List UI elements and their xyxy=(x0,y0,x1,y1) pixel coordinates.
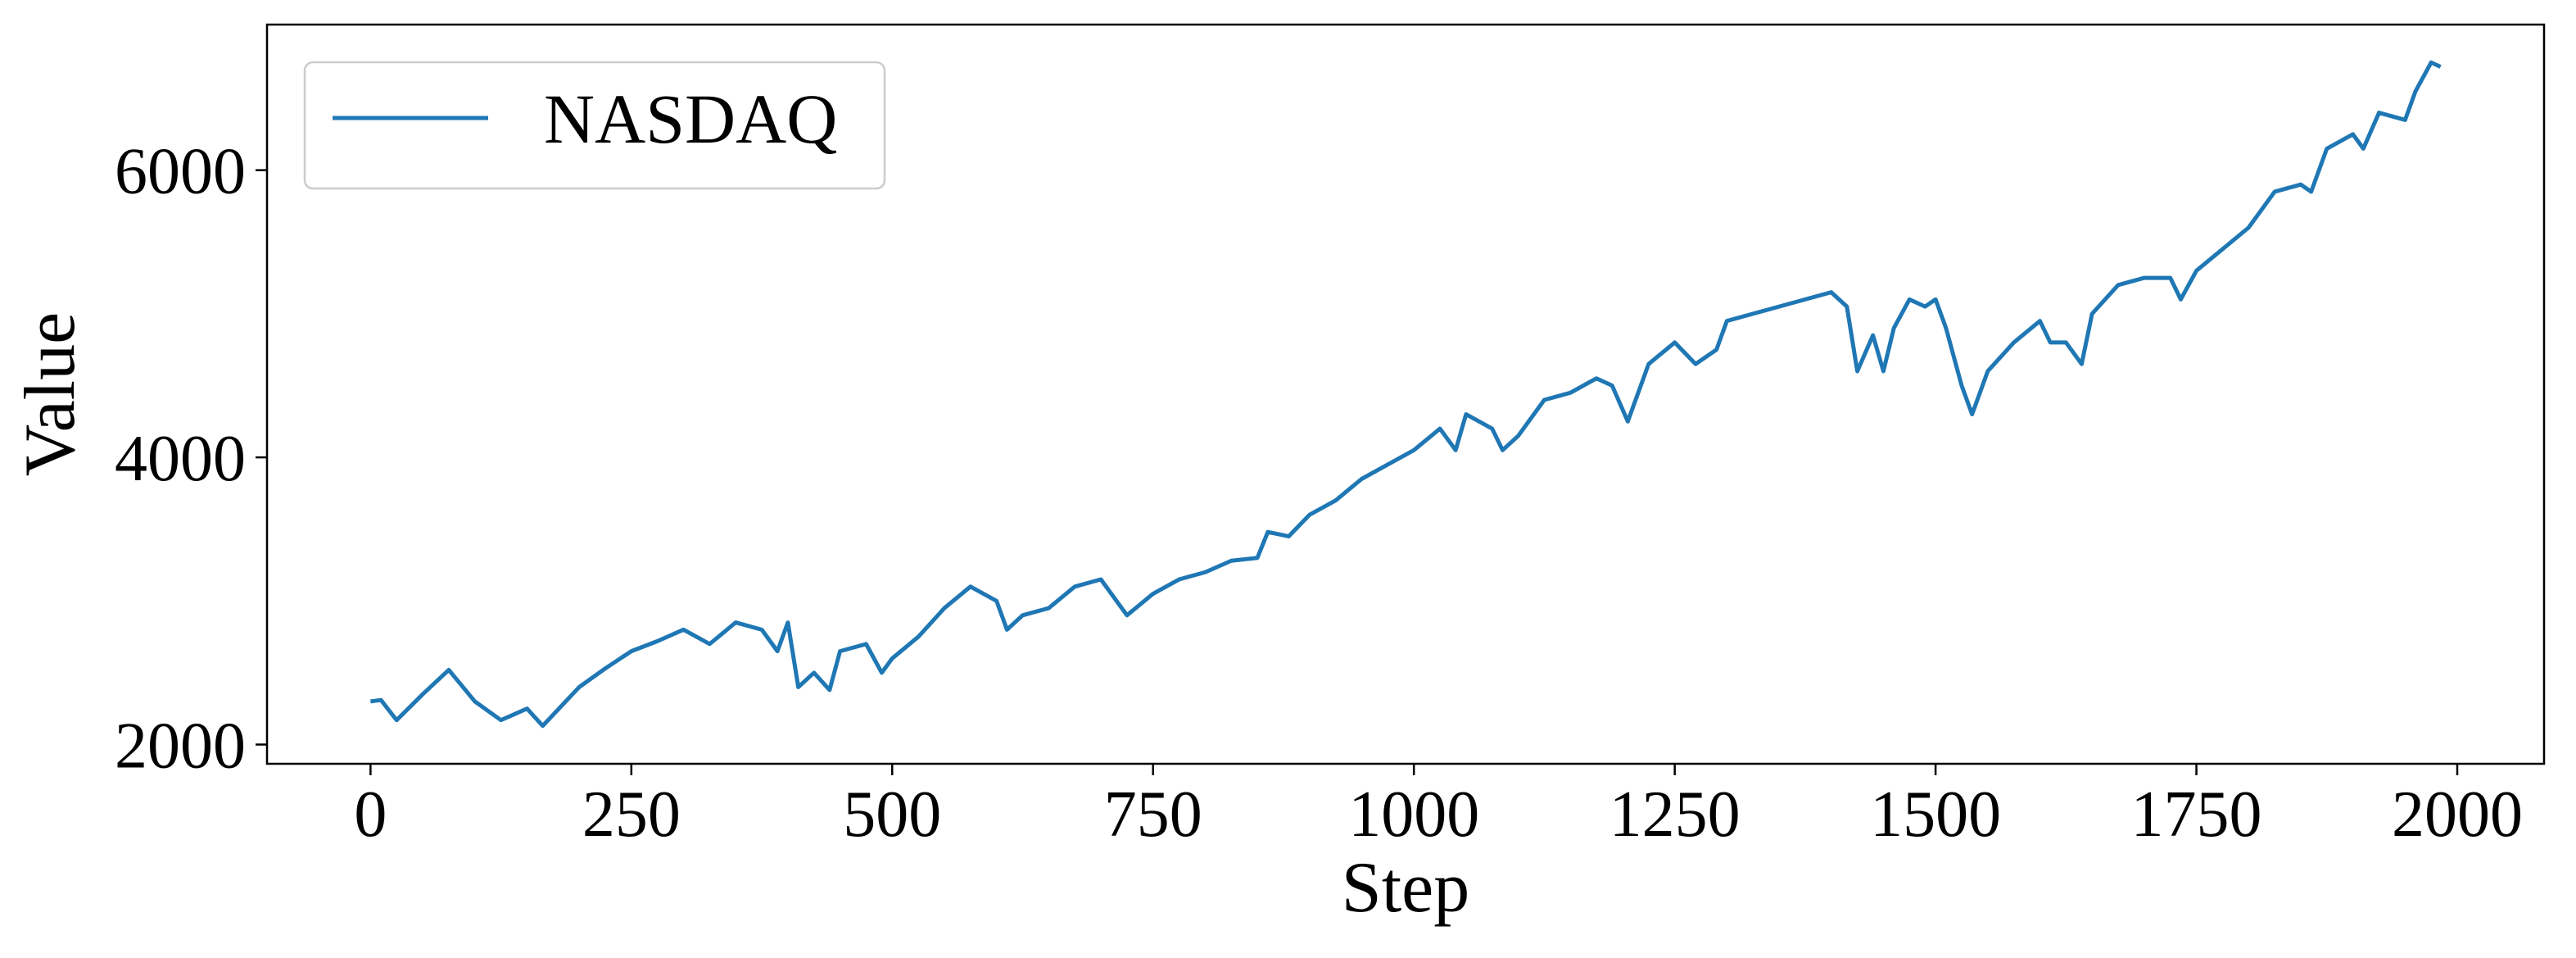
x-tick-label: 750 xyxy=(1104,779,1202,851)
x-tick-label: 1500 xyxy=(1870,779,2001,851)
x-tick-label: 1250 xyxy=(1609,779,1741,851)
y-axis-label: Value xyxy=(11,312,90,476)
data-line xyxy=(370,60,2442,729)
x-tick-label: 2000 xyxy=(2392,779,2523,851)
x-tick-label: 1750 xyxy=(2131,779,2262,851)
legend-box xyxy=(303,61,886,190)
x-tick-label: 0 xyxy=(354,779,387,851)
x-axis-label: Step xyxy=(1342,848,1469,928)
legend-label: NASDAQ xyxy=(544,79,837,158)
y-tick-label: 4000 xyxy=(115,423,246,495)
x-tick-label: 1000 xyxy=(1348,779,1479,851)
plot-frame xyxy=(265,23,2546,765)
x-tick-label: 500 xyxy=(843,779,941,851)
y-tick-label: 6000 xyxy=(115,136,246,208)
x-tick-label: 250 xyxy=(582,779,681,851)
y-tick-label: 2000 xyxy=(115,711,246,783)
